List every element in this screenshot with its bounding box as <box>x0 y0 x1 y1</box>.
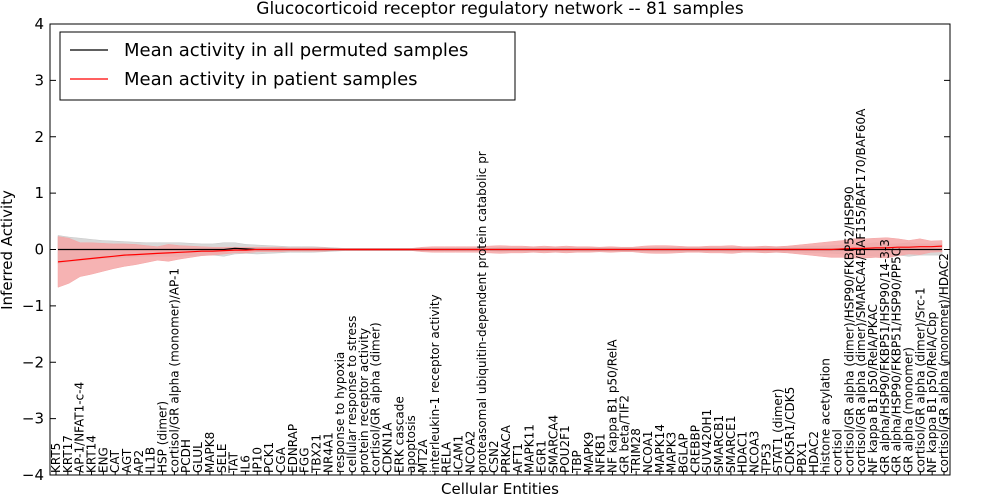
x-tick-label: TAT <box>227 451 241 474</box>
x-tick-label: NF kappa B1 p50/RelA <box>606 339 620 473</box>
x-tick-label: apoptosis <box>404 415 418 473</box>
x-tick-label: ERK cascade <box>392 396 406 473</box>
x-tick-label: NCOA3 <box>748 431 762 473</box>
x-tick-label: SUV420H1 <box>700 409 714 473</box>
x-tick-label: RELA <box>440 441 454 473</box>
legend-label-permuted: Mean activity in all permuted samples <box>124 40 468 61</box>
x-tick-label: cortisol/GR alpha (dimer)/HSP90/FKBP52/H… <box>842 186 856 473</box>
y-tick-label: −2 <box>22 353 44 371</box>
x-tick-label: HDAC2 <box>807 431 821 473</box>
x-tick-label: KRT17 <box>61 435 75 473</box>
x-tick-label: GR alpha/HSP90/FKBP51/HSP90/14-3-3 <box>878 239 892 473</box>
x-tick-label: PBX1 <box>795 442 809 473</box>
x-tick-label: CAT <box>108 449 122 473</box>
x-tick-label: BGLAP <box>677 433 691 473</box>
x-tick-label: SELE <box>215 444 229 473</box>
x-tick-label: cellular response to stress <box>345 316 359 473</box>
confidence-bands <box>57 235 943 288</box>
x-tick-label: NR4A1 <box>321 432 335 473</box>
x-tick-label: NF kappa B1 p50/RelA/Cbp <box>925 312 939 473</box>
x-tick-label: KRT5 <box>49 443 63 473</box>
x-tick-label: EDNRAP <box>286 424 300 473</box>
legend: Mean activity in all permuted samples Me… <box>59 31 516 101</box>
x-tick-label: SMARCE1 <box>724 415 738 473</box>
x-tick-label: cortisol <box>830 429 844 473</box>
x-tick-label: MAPK3 <box>665 432 679 473</box>
x-tick-label: GR alpha (monomer) <box>902 347 916 473</box>
x-tick-label: TRIM28 <box>629 428 643 474</box>
x-tick-label: IL6 <box>238 455 252 473</box>
x-tick-label: TBP <box>570 450 584 474</box>
chart-title: Glucocorticoid receptor regulatory netwo… <box>256 0 744 19</box>
x-tick-label: ICAM1 <box>452 435 466 473</box>
x-tick-label: CGA <box>274 446 288 473</box>
x-tick-label: POU2F1 <box>558 425 572 473</box>
x-tick-label: ENG <box>96 447 110 473</box>
x-tick-label: MT2A <box>416 439 430 473</box>
x-tick-label: GR beta/TIF2 <box>617 395 631 473</box>
x-tick-label: NF kappa B1 p50/RelA/PKAC <box>866 304 880 473</box>
x-tick-label: GR alpha/HSP90/FKBP51/HSP90/PP5C <box>890 248 904 473</box>
x-tick-label: STAT1 (dimer) <box>771 389 785 473</box>
y-axis: 4 3 2 1 0 −1 −2 −3 −4 <box>22 15 950 484</box>
x-tick-label: HSP (dimer) <box>156 401 170 473</box>
x-tick-label: TP53 <box>759 443 773 474</box>
x-tick-label: AP2 <box>132 450 146 473</box>
x-tick-label: AGT <box>120 448 134 473</box>
x-tick-label: SMARCA4 <box>546 415 560 473</box>
x-tick-label: IP10 <box>250 447 264 473</box>
legend-box <box>59 31 516 101</box>
x-tick-label: GLUL <box>191 442 205 473</box>
y-axis-label: Inferred Activity <box>0 190 16 310</box>
line-series-1 <box>57 245 943 263</box>
x-tick-label: cortisol/GR alpha (dimer)/SMARCA4/BAF155… <box>854 108 868 473</box>
y-tick-label: 1 <box>34 184 44 202</box>
x-axis-label: Cellular Entities <box>441 480 559 498</box>
x-tick-label: NFKB1 <box>594 433 608 473</box>
x-tick-label: NCOA2 <box>463 431 477 473</box>
x-tick-label: FGG <box>298 448 312 474</box>
x-tick-label: PCK1 <box>262 442 276 473</box>
y-tick-label: 4 <box>34 15 44 33</box>
legend-label-patient: Mean activity in patient samples <box>124 69 418 90</box>
y-tick-label: −4 <box>22 466 44 484</box>
x-tick-label: interleukin-1 receptor activity <box>428 294 442 473</box>
x-tick-label: IL1B <box>144 447 158 473</box>
x-tick-label: CDKN1A <box>381 422 395 473</box>
x-tick-label: MAPK14 <box>653 424 667 473</box>
x-tick-label: PCDH <box>179 439 193 473</box>
x-tick-label: MAPK9 <box>582 432 596 473</box>
x-tick-label: MAPK8 <box>203 432 217 473</box>
series-lines <box>57 245 943 263</box>
x-axis: KRT5KRT17AP-1/NFAT1-c-4KRT14ENGCATAGTAP2… <box>49 108 951 475</box>
y-tick-label: 0 <box>34 241 44 259</box>
x-tick-label: TBX21 <box>310 434 324 474</box>
x-tick-label: CDK5R1/CDK5 <box>783 387 797 473</box>
y-tick-label: 3 <box>34 71 44 89</box>
x-tick-label: histone acetylation <box>819 358 833 473</box>
x-tick-label: CREBBP <box>688 425 702 473</box>
y-tick-label: −1 <box>22 297 44 315</box>
x-tick-label: CSN2 <box>487 440 501 473</box>
x-tick-label: HDAC1 <box>736 431 750 473</box>
x-tick-label: proteasomal ubiquitin-dependent protein … <box>475 151 489 473</box>
x-tick-label: cortisol/GR alpha (dimer) <box>369 322 383 473</box>
x-tick-label: cortisol/GR alpha (monomer)/AP-1 <box>167 268 181 473</box>
x-tick-label: EGR1 <box>534 440 548 473</box>
x-tick-label: cortisol/GR alpha (dimer)/Src-1 <box>913 287 927 473</box>
y-tick-label: −3 <box>22 410 44 428</box>
x-tick-label: MAPK11 <box>523 424 537 473</box>
y-tick-label: 2 <box>34 128 44 146</box>
x-tick-label: protein receptor activity <box>357 328 371 473</box>
x-tick-label: KRT14 <box>85 435 99 473</box>
x-tick-label: cortisol/GR alpha (monomer)/HDAC2 <box>937 253 951 473</box>
x-tick-label: response to hypoxia <box>333 352 347 473</box>
x-tick-label: PRKACA <box>499 424 513 473</box>
x-tick-label: AFT1 <box>511 443 525 473</box>
x-tick-label: SMARCB1 <box>712 415 726 473</box>
x-tick-label: NCOA1 <box>641 431 655 473</box>
x-tick-label: AP-1/NFAT1-c-4 <box>73 382 87 473</box>
